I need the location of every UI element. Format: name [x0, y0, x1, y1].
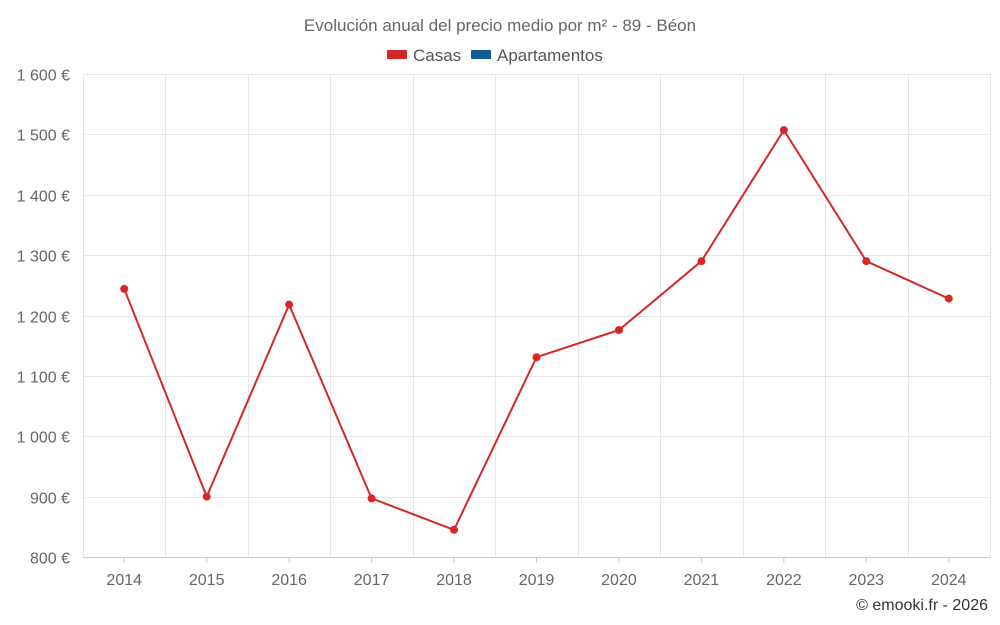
data-point-casas[interactable] [779, 126, 788, 135]
x-tick-label: 2014 [106, 572, 142, 589]
legend: Casas Apartamentos [387, 46, 603, 65]
x-tick-label: 2017 [354, 572, 390, 589]
x-tick-label: 2020 [601, 572, 637, 589]
series-points [120, 126, 953, 534]
x-tick-label: 2016 [271, 572, 307, 589]
data-point-casas[interactable] [862, 257, 871, 266]
x-tick-label: 2024 [931, 572, 967, 589]
legend-swatch-apartamentos [471, 50, 491, 59]
legend-label-casas: Casas [413, 46, 461, 65]
y-axis-tick-labels: 800 € 900 € 1 000 € 1 100 € 1 200 € 1 300 € 1 … [17, 68, 70, 568]
y-tick-label: 1 300 € [17, 249, 70, 266]
x-tick-label: 2019 [519, 572, 555, 589]
legend-label-apartamentos: Apartamentos [497, 46, 603, 65]
y-tick-label: 900 € [30, 491, 70, 508]
data-point-casas[interactable] [285, 300, 294, 309]
y-tick-label: 1 200 € [17, 310, 70, 327]
y-gridlines [83, 74, 990, 558]
x-tick-label: 2021 [684, 572, 720, 589]
legend-item-apartamentos[interactable]: Apartamentos [471, 46, 603, 65]
data-point-casas[interactable] [450, 525, 458, 534]
y-tick-label: 1 500 € [17, 128, 70, 145]
data-point-casas[interactable] [367, 494, 376, 503]
data-point-casas[interactable] [120, 284, 129, 293]
x-tick-label: 2023 [849, 572, 885, 589]
x-gridlines [83, 74, 991, 557]
data-point-casas[interactable] [532, 353, 541, 362]
legend-item-casas[interactable]: Casas [387, 46, 461, 65]
y-tick-label: 1 400 € [17, 189, 70, 206]
y-tick-label: 1 100 € [17, 370, 70, 387]
data-point-casas[interactable] [202, 492, 211, 501]
chart-credit: © emooki.fr - 2026 [856, 597, 988, 614]
y-tick-label: 1 000 € [17, 430, 70, 447]
y-tick-label: 800 € [30, 551, 70, 568]
y-tick-label: 1 600 € [17, 68, 70, 85]
x-tick-label: 2022 [766, 572, 802, 589]
data-point-casas[interactable] [944, 294, 953, 303]
x-tick-label: 2018 [436, 572, 472, 589]
data-point-casas[interactable] [615, 326, 623, 334]
data-point-casas[interactable] [697, 257, 706, 266]
legend-swatch-casas [387, 50, 407, 59]
chart-title: Evolución anual del precio medio por m² … [304, 16, 696, 35]
x-axis-tick-labels: 2014 2015 2016 2017 2018 2019 2020 2021 2022 2023… [106, 557, 967, 589]
x-tick-label: 2015 [189, 572, 225, 589]
